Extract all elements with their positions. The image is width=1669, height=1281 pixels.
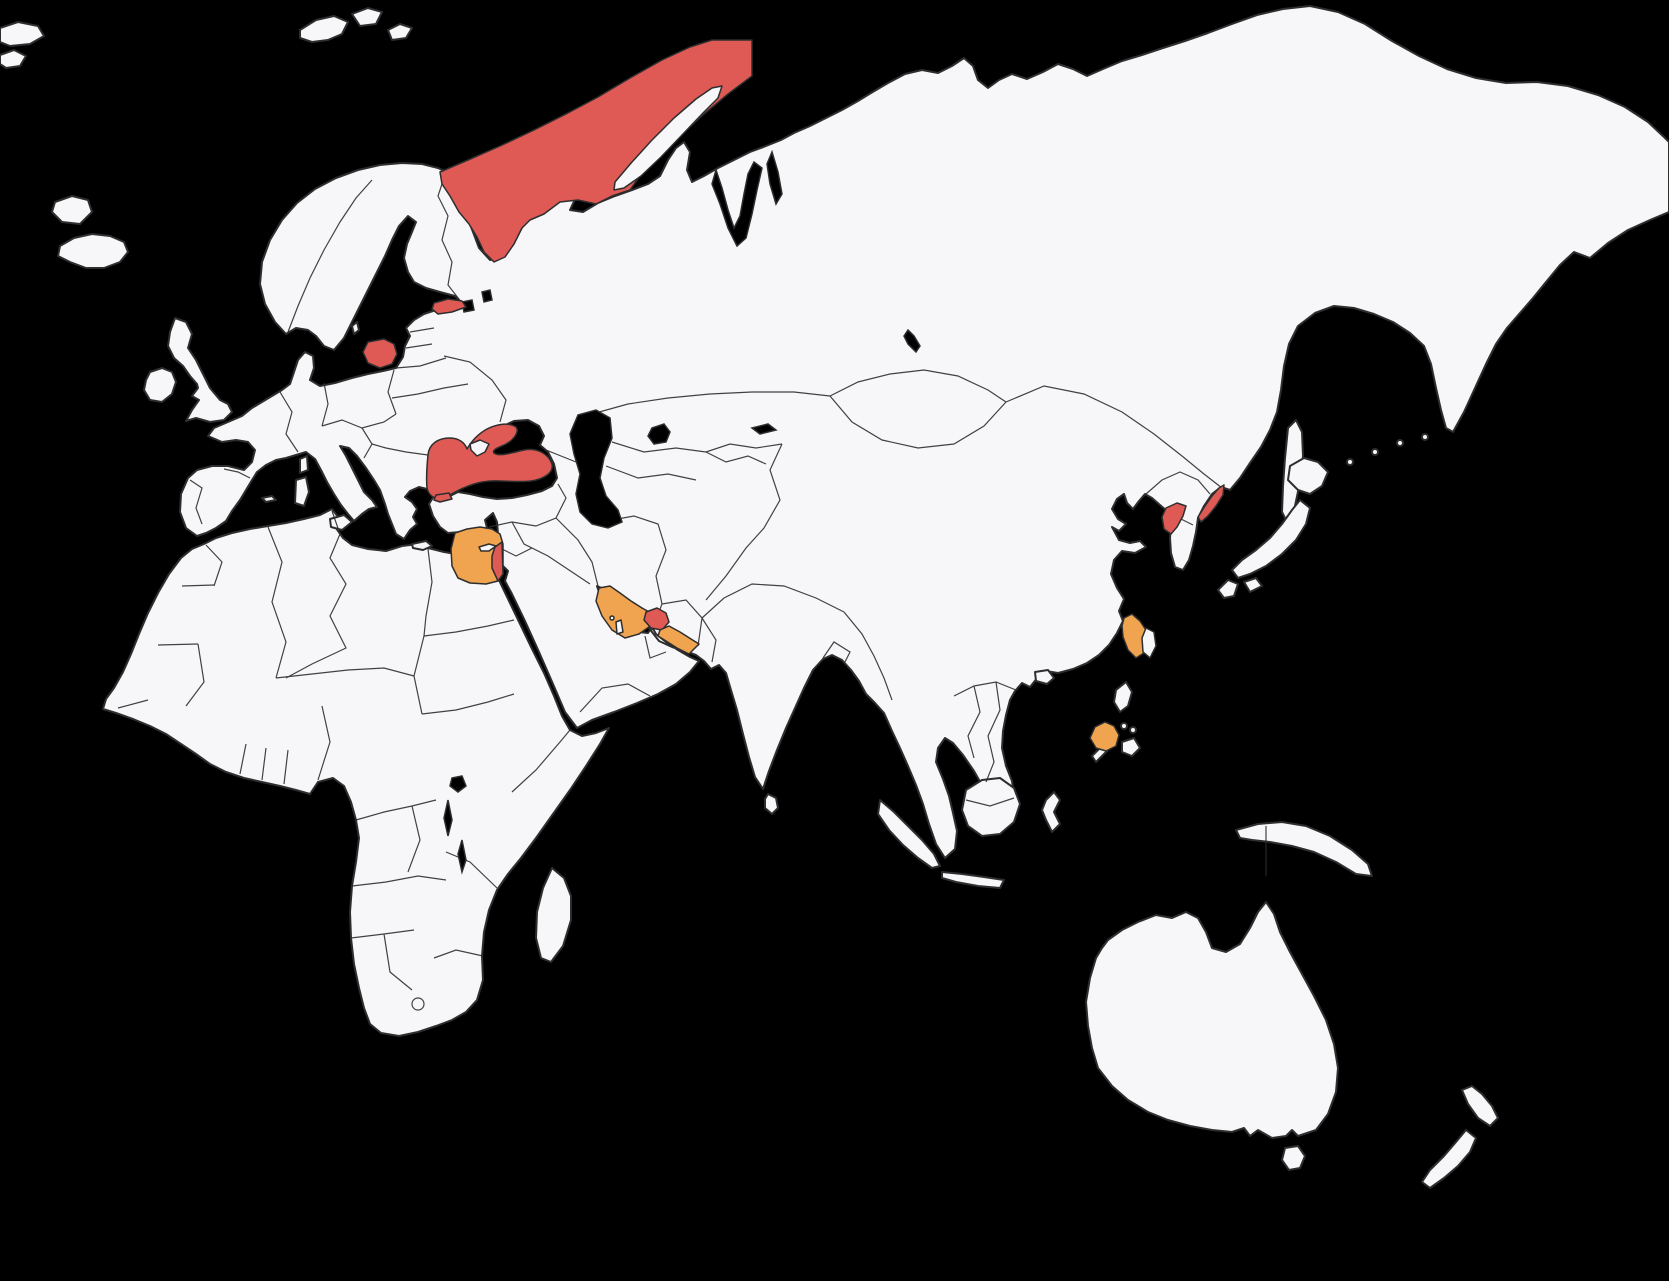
lake-onega (481, 289, 493, 303)
peninsula-qatar (615, 619, 624, 635)
island-svalbard-2 (351, 7, 383, 27)
risk-zones (362, 39, 1225, 752)
gulf-of-taz (766, 149, 783, 206)
border-lesotho (411, 997, 425, 1011)
island-borneo (961, 777, 1021, 837)
lake-tanganyika (443, 799, 453, 837)
island-gotland (351, 321, 360, 335)
gulf-of-ob (711, 160, 763, 248)
caspian-sea (569, 409, 623, 529)
landmasses (0, 5, 1669, 1189)
island-bahrain (609, 615, 615, 621)
island-java (941, 871, 1005, 889)
island-taiwan (1141, 627, 1157, 659)
island-greenland-edge-2 (0, 49, 27, 69)
landmass-eurasia (179, 5, 1669, 859)
peninsula-crimea (469, 439, 490, 457)
island-sardinia (294, 476, 310, 507)
island-svalbard-3 (387, 23, 413, 41)
landmass-africa (102, 508, 610, 1037)
landmass-australia (1085, 901, 1339, 1139)
island-honshu (1231, 499, 1311, 579)
island-hokkaido (1287, 457, 1329, 495)
island-balearics (261, 495, 277, 503)
lake-victoria (449, 775, 467, 793)
region-west-korea-bay (1161, 502, 1187, 535)
border-borneo (965, 797, 1015, 807)
island-greenland-edge-3 (51, 195, 93, 225)
island-madagascar (535, 867, 572, 963)
island-kuril-1 (1346, 458, 1354, 466)
island-visayas-1 (1120, 722, 1128, 730)
island-kuril-2 (1371, 448, 1379, 456)
region-persian-gulf (595, 585, 652, 639)
island-iceland (57, 233, 129, 269)
island-corsica (299, 455, 309, 474)
region-sea-of-marmara (433, 492, 453, 503)
island-svalbard-1 (299, 15, 349, 43)
country-borders (117, 177, 1267, 1011)
islands-over-zones (469, 85, 1157, 659)
lake-malawi (457, 839, 467, 875)
island-kuril-4 (1421, 433, 1429, 441)
island-kuril-3 (1396, 439, 1404, 447)
lake-baikal (903, 328, 921, 354)
aral-sea (647, 423, 671, 445)
island-great-britain (167, 317, 233, 423)
island-sulawesi (1041, 791, 1061, 833)
island-greenland-edge-1 (0, 21, 45, 47)
region-israel-lebanon-coast (491, 541, 504, 582)
island-cyprus (478, 543, 497, 552)
island-ireland (143, 367, 177, 403)
island-nz-north (1461, 1085, 1499, 1127)
region-gdansk-bay (362, 338, 398, 369)
island-hainan (1034, 669, 1055, 685)
island-kyushu (1217, 579, 1239, 599)
region-neva-bay (431, 298, 467, 315)
island-tasmania (1281, 1145, 1306, 1171)
island-novaya-zemlya (613, 85, 723, 191)
island-shikoku (1243, 577, 1263, 593)
island-visayas-2 (1129, 726, 1137, 734)
island-sicily (329, 514, 353, 531)
region-paracel-zone (1089, 721, 1120, 752)
island-crete (411, 540, 433, 551)
region-gulf-of-oman (657, 625, 700, 655)
island-sri-lanka (764, 793, 779, 815)
island-luzon (1113, 681, 1133, 713)
region-strait-of-hormuz (643, 607, 670, 631)
lake-balkhash (750, 423, 778, 435)
island-nz-south (1421, 1129, 1477, 1189)
inland-water (443, 149, 921, 875)
region-east-korea-bay (1197, 484, 1225, 523)
island-sumatra (877, 799, 941, 869)
island-mindanao (1121, 737, 1141, 757)
region-barents-white-sea (439, 39, 753, 263)
island-new-guinea (1235, 821, 1373, 877)
